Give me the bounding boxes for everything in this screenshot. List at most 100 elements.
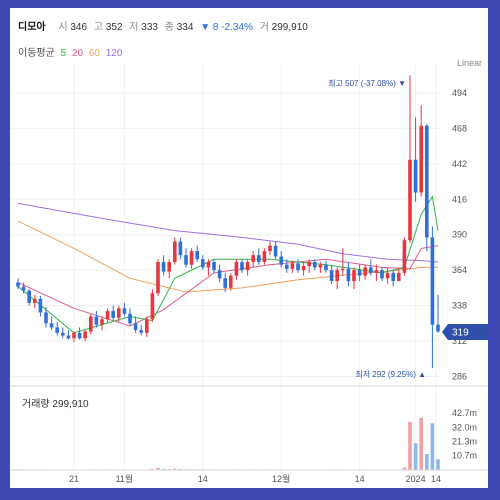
- candle-body: [111, 311, 115, 318]
- ma-legend-20: 20: [71, 48, 84, 59]
- x-tick-label: 14: [355, 474, 365, 484]
- volume-bar: [436, 459, 440, 470]
- high-annotation: 최고 507 (-37.08%) ▼: [328, 78, 406, 88]
- candle-body: [61, 332, 65, 336]
- candle: [133, 316, 138, 333]
- current-price-marker: [442, 324, 488, 340]
- candle: [55, 321, 59, 336]
- price-chart[interactable]: 494 468 442 416 390 364 338 312 286 42.7m 32.0m 21…: [10, 8, 488, 488]
- y-tick-label: 468: [452, 123, 467, 133]
- volume-bar: [173, 468, 177, 470]
- candle-body: [385, 272, 390, 279]
- scale-label[interactable]: Linear: [456, 58, 482, 68]
- y-tick-label: 338: [452, 301, 467, 311]
- close-value: 334: [176, 22, 194, 33]
- horizontal-grid: [10, 92, 440, 377]
- candle: [173, 237, 177, 265]
- volume-bar: [425, 453, 429, 470]
- volume-tick-label: 42.7m: [452, 408, 477, 418]
- candle-body: [313, 261, 317, 268]
- candle: [436, 294, 440, 333]
- current-price-text: 319: [452, 328, 469, 339]
- ma60-line: [17, 220, 438, 293]
- candle-body: [341, 268, 345, 271]
- candle-body: [430, 237, 435, 325]
- candle: [240, 259, 244, 273]
- candle: [77, 327, 82, 340]
- volume-bar: [156, 467, 160, 470]
- candle-body: [251, 255, 255, 262]
- candle: [184, 248, 188, 268]
- candle-body: [413, 159, 418, 193]
- candle-body: [206, 261, 211, 268]
- candle: [357, 264, 362, 282]
- candle-body: [296, 263, 300, 271]
- ma20-line: [17, 245, 439, 327]
- candle: [94, 311, 99, 328]
- candle: [285, 259, 289, 273]
- volume-value: 299,910: [271, 22, 308, 33]
- price-header: 디모아 시 346 고 352 저 333 종 334 ▼ 8 -2.34% 거…: [18, 18, 308, 33]
- ma120-line: [17, 202, 439, 263]
- candle: [161, 255, 166, 276]
- volume-axis-ticks: 42.7m 32.0m 21.3m 10.7m: [452, 408, 477, 461]
- candle: [245, 259, 250, 276]
- candle-body: [201, 259, 205, 268]
- x-tick-label: 21: [69, 474, 79, 484]
- candle-body: [161, 261, 166, 272]
- candle: [352, 267, 356, 290]
- candle: [229, 272, 233, 291]
- candle: [189, 248, 194, 269]
- candle-body: [128, 313, 132, 324]
- volume-bar: [419, 417, 423, 470]
- high-annotation-text: 최고 507 (-37.08%) ▼: [328, 78, 406, 88]
- y-tick-label: 442: [452, 159, 467, 169]
- candle-body: [184, 255, 188, 265]
- candle-body: [139, 330, 143, 333]
- candle: [223, 272, 227, 292]
- ma-legend-60: 60: [88, 48, 100, 59]
- candle: [49, 316, 54, 331]
- y-tick-label: 494: [452, 88, 467, 98]
- x-tick-label: 11월: [116, 473, 134, 484]
- volume-tick-label: 32.0m: [452, 422, 477, 432]
- x-tick-label: 14: [198, 474, 208, 484]
- candle: [419, 105, 423, 197]
- candle-body: [217, 270, 222, 279]
- candle: [234, 259, 239, 280]
- candle: [66, 330, 71, 340]
- candle-body: [245, 261, 250, 271]
- candle-body: [66, 335, 71, 339]
- candle: [145, 316, 149, 337]
- low-annotation-text: 최저 292 (9.25%) ▲: [355, 369, 426, 379]
- candle-body: [223, 278, 227, 288]
- candle: [363, 264, 367, 280]
- candle-body: [105, 311, 110, 320]
- candle: [139, 324, 143, 336]
- candle-body: [89, 316, 93, 332]
- candle-body: [240, 261, 244, 271]
- candle: [430, 226, 435, 369]
- candle: [150, 289, 155, 322]
- ma-legend[interactable]: 이동평균 5 20 60 120: [18, 44, 125, 59]
- open-label: 시: [58, 22, 68, 33]
- x-axis-ticks: 21 11월 14 12월 14 2024 14: [69, 473, 441, 484]
- candle-body: [346, 268, 351, 282]
- candle: [397, 267, 401, 282]
- candle-body: [49, 323, 54, 328]
- candle: [402, 237, 407, 276]
- candle: [262, 248, 267, 265]
- volume-bar: [402, 467, 407, 470]
- candle: [374, 264, 379, 282]
- low-annotation: 최저 292 (9.25%) ▲: [355, 369, 426, 379]
- x-tick-label: 2024: [406, 474, 426, 484]
- candle-body: [273, 245, 278, 257]
- candle-body: [285, 264, 289, 269]
- candlestick-series: [16, 75, 440, 369]
- candle-body: [290, 263, 295, 269]
- candle-body: [122, 308, 127, 314]
- ma-legend-120: 120: [105, 48, 123, 59]
- candle: [301, 261, 306, 276]
- candle: [105, 308, 110, 324]
- candle: [217, 264, 222, 283]
